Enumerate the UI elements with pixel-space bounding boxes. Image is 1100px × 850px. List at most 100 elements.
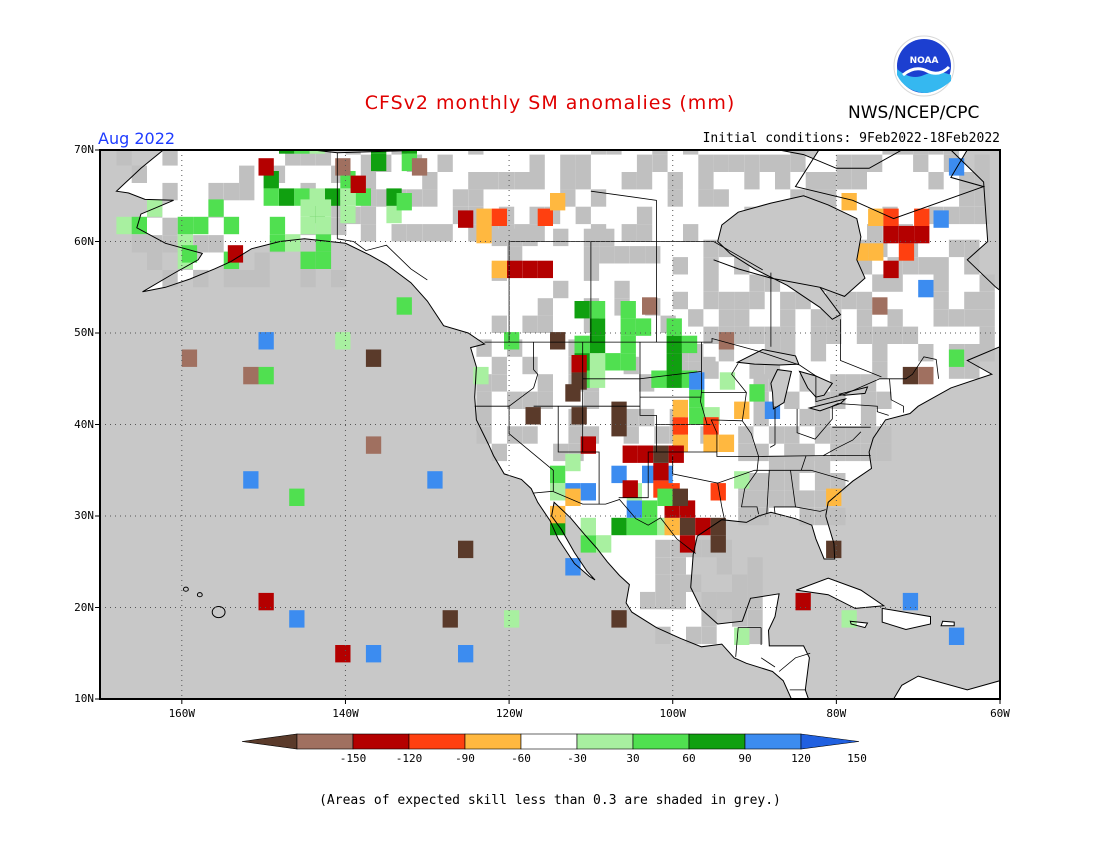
anomaly-cell bbox=[872, 297, 888, 315]
anomaly-cell bbox=[686, 574, 702, 592]
political-border bbox=[508, 406, 554, 492]
political-border bbox=[778, 652, 811, 672]
anomaly-cell bbox=[933, 210, 949, 228]
anomaly-cell bbox=[713, 189, 729, 207]
anomaly-cell bbox=[442, 610, 458, 628]
anomaly-cell bbox=[918, 366, 934, 385]
anomaly-cell bbox=[979, 309, 995, 327]
anomaly-cell bbox=[759, 154, 775, 172]
anomaly-cell bbox=[315, 234, 332, 252]
anomaly-cell bbox=[468, 172, 484, 190]
political-border bbox=[731, 362, 760, 515]
anomaly-cell bbox=[672, 417, 688, 435]
anomaly-cell bbox=[580, 483, 596, 501]
anomaly-cell bbox=[698, 154, 714, 172]
anomaly-cell bbox=[887, 274, 903, 292]
anomaly-cell bbox=[476, 208, 492, 226]
anomaly-cell bbox=[422, 189, 438, 207]
land-island bbox=[941, 621, 955, 626]
lon-label: 140W bbox=[332, 707, 359, 720]
anomaly-cell bbox=[747, 557, 763, 575]
anomaly-cell bbox=[651, 370, 667, 388]
anomaly-cell bbox=[391, 224, 407, 242]
anomaly-cell bbox=[979, 326, 995, 344]
inland-water bbox=[735, 348, 800, 366]
anomaly-cell bbox=[350, 175, 366, 193]
anomaly-cell bbox=[642, 500, 658, 518]
lon-label: 160W bbox=[168, 707, 196, 720]
anomaly-cell bbox=[703, 434, 719, 452]
anomaly-cell bbox=[914, 225, 930, 244]
anomaly-cell bbox=[507, 426, 523, 444]
anomaly-cell bbox=[621, 172, 637, 190]
anomaly-cell bbox=[504, 332, 520, 350]
anomaly-cell bbox=[734, 326, 750, 344]
land-island bbox=[893, 676, 1000, 699]
colorbar-swatch bbox=[408, 733, 466, 750]
anomaly-cell bbox=[918, 257, 934, 275]
lat-label: 60N bbox=[74, 234, 94, 248]
anomaly-cell bbox=[498, 172, 515, 190]
anomaly-cell bbox=[768, 490, 785, 508]
anomaly-cell bbox=[181, 349, 198, 367]
anomaly-cell bbox=[590, 150, 607, 155]
anomaly-cell bbox=[239, 182, 255, 201]
anomaly-cell bbox=[574, 301, 590, 319]
anomaly-cell bbox=[666, 353, 682, 371]
anomaly-cell bbox=[437, 224, 453, 242]
anomaly-cell bbox=[856, 326, 873, 344]
anomaly-cell bbox=[913, 154, 929, 172]
anomaly-cell bbox=[162, 217, 178, 236]
political-border bbox=[474, 342, 539, 407]
anomaly-cell bbox=[668, 445, 684, 463]
anomaly-cell bbox=[845, 426, 861, 444]
anomaly-cell bbox=[636, 154, 653, 172]
anomaly-cell bbox=[162, 235, 178, 253]
anomaly-cell bbox=[483, 172, 499, 190]
anomaly-cell bbox=[718, 332, 735, 350]
colorbar-label: 30 bbox=[626, 752, 640, 765]
anomaly-cell bbox=[784, 426, 800, 444]
political-border bbox=[769, 406, 776, 448]
anomaly-cell bbox=[626, 500, 642, 518]
colorbar-label: -120 bbox=[395, 752, 423, 765]
anomaly-cell bbox=[491, 374, 507, 392]
anomaly-cell bbox=[589, 335, 606, 354]
anomaly-cell bbox=[396, 297, 412, 315]
anomaly-cell bbox=[867, 154, 883, 172]
anomaly-cell bbox=[294, 150, 310, 154]
colorbar-label: -60 bbox=[511, 752, 531, 765]
anomaly-cell bbox=[476, 225, 492, 244]
anomaly-cell bbox=[830, 443, 846, 462]
anomaly-cell bbox=[738, 426, 754, 444]
anomaly-cell bbox=[876, 391, 892, 409]
anomaly-cell bbox=[131, 235, 147, 253]
lat-label: 30N bbox=[74, 509, 94, 522]
anomaly-cell bbox=[491, 443, 507, 462]
anomaly-cell bbox=[666, 335, 682, 354]
anomaly-cell bbox=[654, 426, 670, 444]
anomaly-cell bbox=[476, 408, 492, 427]
anomaly-cell bbox=[887, 309, 903, 327]
anomaly-cell bbox=[882, 150, 898, 155]
anomaly-cell bbox=[738, 443, 754, 462]
anomaly-cell bbox=[589, 318, 606, 336]
anomaly-cell bbox=[799, 507, 815, 526]
anomaly-cell bbox=[258, 592, 274, 611]
anomaly-cell bbox=[753, 473, 769, 491]
anomaly-cell bbox=[468, 189, 484, 207]
anomaly-cell bbox=[315, 216, 332, 235]
lat-label: 70N bbox=[74, 143, 94, 156]
anomaly-cell bbox=[734, 471, 750, 489]
anomaly-cell bbox=[780, 291, 796, 310]
colorbar-right-arrow bbox=[800, 733, 860, 750]
agency-label: NWS/NCEP/CPC bbox=[848, 103, 980, 123]
anomaly-cell bbox=[335, 332, 351, 350]
anomaly-cell bbox=[780, 309, 796, 327]
anomaly-cell bbox=[300, 150, 316, 166]
anomaly-cell bbox=[131, 216, 147, 235]
footnote: (Areas of expected skill less than 0.3 a… bbox=[319, 793, 781, 808]
anomaly-cell bbox=[784, 490, 800, 508]
anomaly-cell bbox=[670, 591, 686, 610]
